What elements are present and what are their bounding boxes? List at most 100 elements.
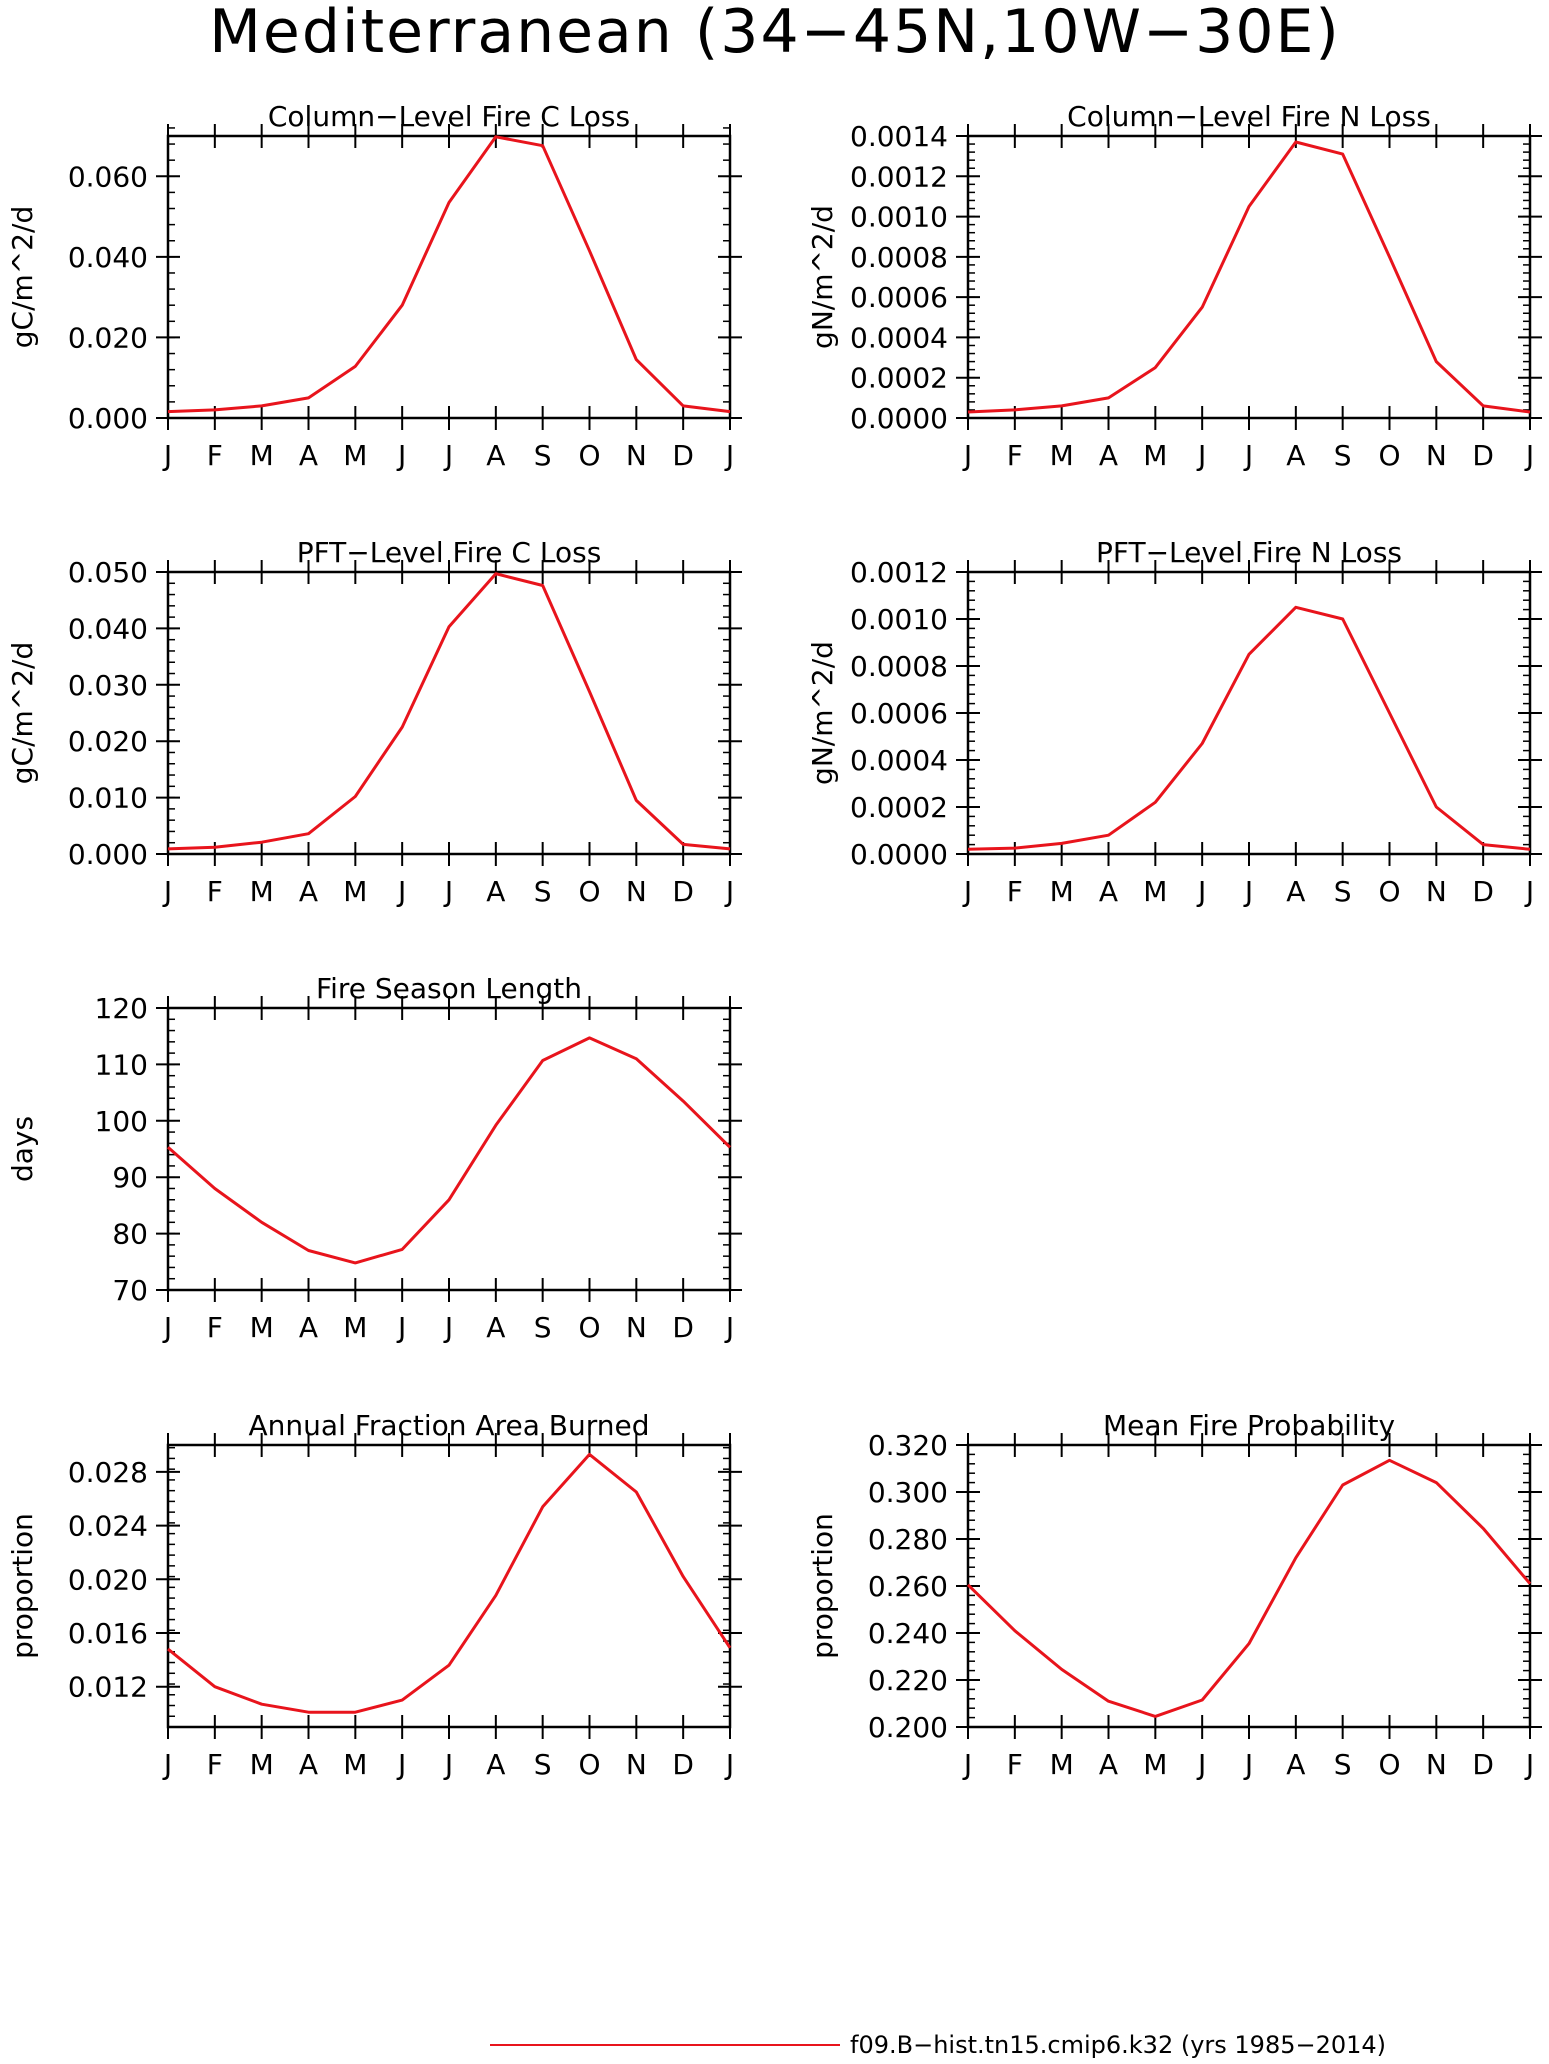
x-tick-label: N bbox=[1426, 439, 1447, 472]
x-tick-label: A bbox=[299, 1748, 318, 1781]
x-tick-label: S bbox=[534, 1748, 552, 1781]
series-line bbox=[966, 1458, 1532, 1718]
x-tick-label: N bbox=[626, 1748, 647, 1781]
y-tick-label: 70 bbox=[112, 1274, 148, 1307]
y-tick-label: 0.240 bbox=[868, 1617, 948, 1650]
x-tick-label: S bbox=[534, 875, 552, 908]
x-tick-label: A bbox=[1099, 875, 1118, 908]
y-tick-label: 0.0000 bbox=[850, 838, 948, 871]
x-tick-label: F bbox=[1007, 439, 1023, 472]
y-tick-label: 0.0008 bbox=[850, 241, 948, 274]
x-tick-label: D bbox=[672, 1311, 694, 1344]
x-tick-label: A bbox=[1286, 875, 1305, 908]
y-tick-label: 0.200 bbox=[868, 1711, 948, 1744]
x-tick-label: A bbox=[299, 1311, 318, 1344]
y-tick-label: 0.0014 bbox=[850, 120, 948, 153]
chart-burned: Annual Fraction Area Burnedproportion0.0… bbox=[6, 1409, 742, 1781]
x-tick-label: J bbox=[443, 1748, 453, 1781]
y-tick-label: 0.0000 bbox=[850, 402, 948, 435]
x-tick-label: M bbox=[343, 439, 367, 472]
y-tick-label: 0.300 bbox=[868, 1476, 948, 1509]
x-tick-label: J bbox=[162, 439, 172, 472]
x-tick-label: M bbox=[250, 1748, 274, 1781]
x-tick-label: N bbox=[1426, 875, 1447, 908]
x-tick-label: F bbox=[207, 1748, 223, 1781]
x-tick-label: S bbox=[1334, 875, 1352, 908]
y-axis-label: proportion bbox=[6, 1513, 39, 1659]
x-tick-label: F bbox=[207, 875, 223, 908]
x-tick-label: F bbox=[207, 439, 223, 472]
legend: f09.B−hist.tn15.cmip6.k32 (yrs 1985−2014… bbox=[490, 2031, 1386, 2059]
y-tick-label: 0.020 bbox=[68, 725, 148, 758]
y-tick-label: 90 bbox=[112, 1161, 148, 1194]
x-tick-label: O bbox=[1378, 439, 1400, 472]
x-tick-label: J bbox=[1196, 875, 1206, 908]
x-tick-label: J bbox=[962, 1748, 972, 1781]
x-tick-label: J bbox=[1524, 439, 1534, 472]
y-tick-label: 0.0012 bbox=[850, 160, 948, 193]
y-tick-label: 0.020 bbox=[68, 1563, 148, 1596]
x-tick-label: O bbox=[578, 1311, 600, 1344]
x-tick-label: A bbox=[486, 1311, 505, 1344]
y-tick-label: 0.040 bbox=[68, 612, 148, 645]
x-tick-label: D bbox=[672, 875, 694, 908]
y-tick-label: 0.020 bbox=[68, 321, 148, 354]
x-tick-label: J bbox=[396, 439, 406, 472]
y-tick-label: 80 bbox=[112, 1218, 148, 1251]
x-tick-label: J bbox=[396, 1311, 406, 1344]
series-line bbox=[167, 1036, 732, 1265]
x-tick-label: J bbox=[1196, 439, 1206, 472]
y-tick-label: 0.028 bbox=[68, 1456, 148, 1489]
x-tick-label: N bbox=[1426, 1748, 1447, 1781]
x-tick-label: M bbox=[343, 1311, 367, 1344]
y-tick-label: 0.060 bbox=[68, 160, 148, 193]
x-tick-label: J bbox=[396, 1748, 406, 1781]
x-tick-label: J bbox=[724, 875, 734, 908]
y-tick-label: 0.0012 bbox=[850, 556, 948, 589]
y-tick-label: 0.050 bbox=[68, 556, 148, 589]
legend-label: f09.B−hist.tn15.cmip6.k32 (yrs 1985−2014… bbox=[850, 2031, 1386, 2059]
chart-prob: Mean Fire Probabilityproportion0.2000.22… bbox=[806, 1409, 1542, 1781]
x-tick-label: J bbox=[162, 1748, 172, 1781]
x-tick-label: F bbox=[1007, 875, 1023, 908]
x-tick-label: M bbox=[343, 875, 367, 908]
x-tick-label: J bbox=[1524, 875, 1534, 908]
y-tick-label: 0.280 bbox=[868, 1523, 948, 1556]
y-tick-label: 0.030 bbox=[68, 669, 148, 702]
x-tick-label: J bbox=[724, 1311, 734, 1344]
plot-frame bbox=[166, 1006, 732, 1292]
chart-pft-n: PFT−Level Fire N LossgN/m^2/d0.00000.000… bbox=[806, 536, 1542, 908]
plot-frame bbox=[166, 570, 732, 856]
series-line bbox=[167, 135, 731, 414]
series-line bbox=[967, 605, 1531, 851]
x-tick-label: M bbox=[250, 439, 274, 472]
plot-frame bbox=[966, 134, 1532, 420]
x-tick-label: J bbox=[443, 875, 453, 908]
y-axis-label: gC/m^2/d bbox=[6, 206, 39, 349]
chart-col-c: Column−Level Fire C LossgC/m^2/d0.0000.0… bbox=[6, 100, 742, 472]
x-tick-label: J bbox=[443, 439, 453, 472]
x-tick-label: S bbox=[1334, 439, 1352, 472]
x-tick-label: O bbox=[578, 1748, 600, 1781]
x-tick-label: J bbox=[1196, 1748, 1206, 1781]
x-tick-label: J bbox=[724, 1748, 734, 1781]
y-tick-label: 0.010 bbox=[68, 782, 148, 815]
x-tick-label: N bbox=[626, 439, 647, 472]
x-tick-label: M bbox=[1050, 439, 1074, 472]
y-tick-label: 0.016 bbox=[68, 1617, 148, 1650]
x-tick-label: N bbox=[626, 1311, 647, 1344]
x-tick-label: A bbox=[1099, 1748, 1118, 1781]
series-line bbox=[967, 140, 1531, 414]
x-tick-label: O bbox=[578, 875, 600, 908]
plot-frame bbox=[966, 570, 1532, 856]
y-tick-label: 0.0002 bbox=[850, 791, 948, 824]
x-tick-label: J bbox=[1524, 1748, 1534, 1781]
x-tick-label: M bbox=[250, 1311, 274, 1344]
x-tick-label: O bbox=[1378, 875, 1400, 908]
x-tick-label: M bbox=[1143, 875, 1167, 908]
x-tick-label: J bbox=[1243, 1748, 1253, 1781]
x-tick-label: F bbox=[207, 1311, 223, 1344]
x-tick-label: M bbox=[343, 1748, 367, 1781]
x-tick-label: A bbox=[299, 875, 318, 908]
